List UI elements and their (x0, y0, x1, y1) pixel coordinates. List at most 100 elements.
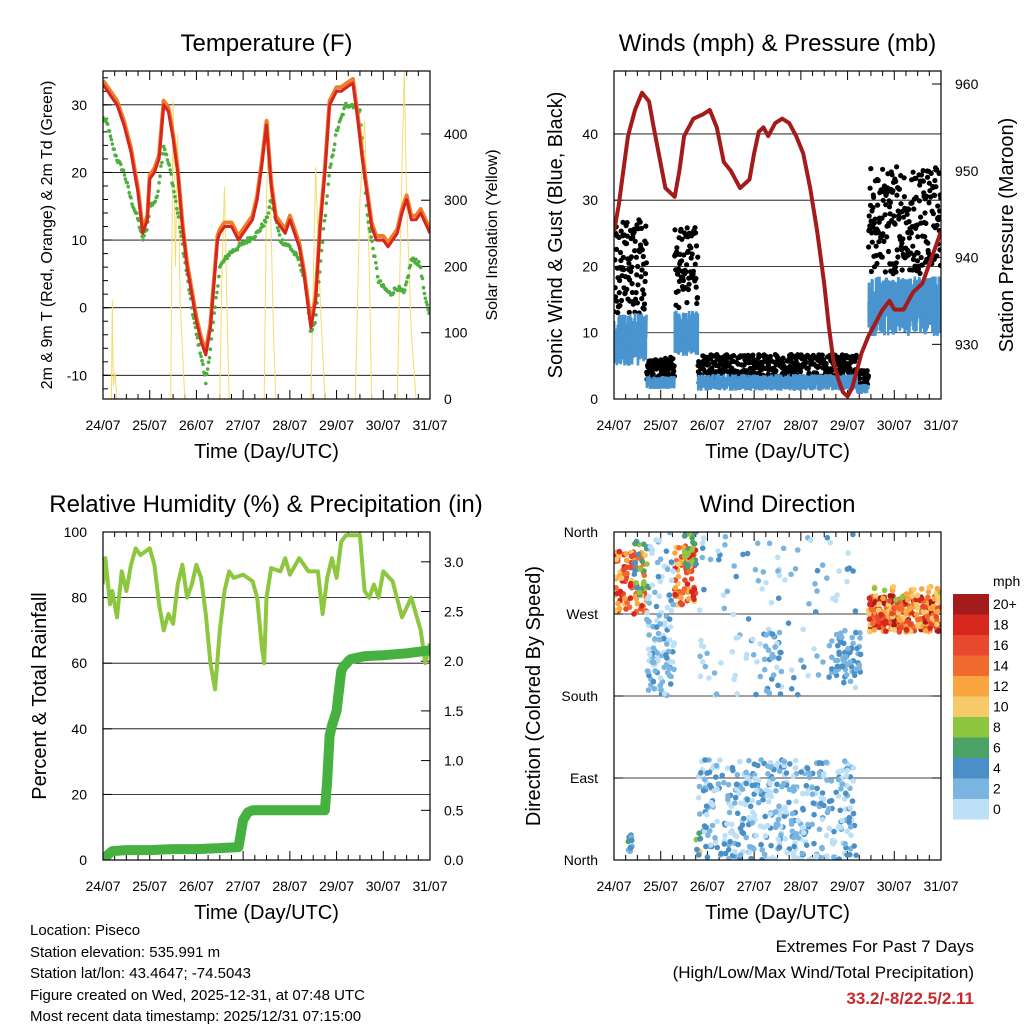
direction-point (628, 595, 634, 601)
direction-point (777, 768, 783, 774)
direction-point (735, 842, 741, 848)
y2-axis-label: Solar Insolation (Yellow) (484, 149, 501, 320)
direction-point (853, 853, 859, 859)
direction-point (706, 675, 712, 681)
dewpoint-point (407, 274, 411, 278)
dewpoint-point (209, 347, 213, 351)
gust-point (756, 352, 761, 357)
dewpoint-point (198, 351, 202, 355)
direction-point (672, 592, 678, 598)
x-tick-label: 24/07 (596, 878, 631, 894)
gust-point (630, 281, 635, 286)
pressure-line (614, 93, 941, 397)
x-tick-label: 31/07 (412, 878, 447, 894)
direction-point (813, 609, 819, 615)
y2-tick-label: 950 (955, 163, 979, 179)
direction-point (826, 674, 832, 680)
y-tick-label: 60 (71, 655, 87, 671)
dewpoint-point (208, 356, 212, 360)
x-tick-label: 25/07 (132, 417, 167, 433)
dewpoint-point (108, 129, 112, 133)
direction-point (733, 574, 739, 580)
dewpoint-point (214, 296, 218, 300)
gust-point (911, 170, 916, 175)
direction-point (827, 799, 833, 805)
humidity-line (103, 535, 430, 689)
gust-point (635, 264, 640, 269)
direction-point (664, 548, 670, 554)
direction-point (765, 771, 771, 777)
y2-tick-label: 0.0 (444, 852, 464, 868)
direction-point (804, 842, 810, 848)
direction-point (853, 630, 859, 636)
plot-area (611, 93, 943, 397)
direction-point (839, 818, 845, 824)
direction-point (798, 769, 804, 775)
direction-point (710, 823, 716, 829)
direction-point (645, 669, 651, 675)
dewpoint-point (379, 279, 383, 283)
dewpoint-point (154, 200, 158, 204)
direction-point (850, 798, 856, 804)
dewpoint-point (106, 122, 110, 126)
direction-point (745, 551, 751, 557)
direction-point (657, 593, 663, 599)
dewpoint-point (204, 382, 208, 386)
direction-point (808, 538, 814, 544)
direction-point (779, 669, 785, 675)
direction-point (701, 535, 707, 541)
direction-point (711, 788, 717, 794)
direction-point (777, 573, 783, 579)
direction-point (646, 687, 652, 693)
direction-point (714, 763, 720, 769)
direction-point (847, 660, 853, 666)
direction-point (646, 646, 652, 652)
gust-point (641, 292, 646, 297)
x-tick-label: 28/07 (783, 417, 818, 433)
direction-point (842, 758, 848, 764)
direction-point (833, 669, 839, 675)
dewpoint-point (122, 169, 126, 173)
direction-point (775, 822, 781, 828)
gust-point (871, 195, 876, 200)
gust-point (893, 269, 898, 274)
direction-point (768, 764, 774, 770)
direction-point (667, 616, 673, 622)
direction-point (844, 579, 850, 585)
direction-point (753, 692, 759, 698)
direction-point (648, 544, 654, 550)
direction-point (618, 589, 624, 595)
direction-point (826, 826, 832, 832)
direction-point (825, 535, 831, 541)
gust-point (644, 260, 649, 265)
gust-point (894, 193, 899, 198)
gust-point (898, 201, 903, 206)
direction-point (669, 559, 675, 565)
direction-point (795, 547, 801, 553)
direction-point (831, 854, 837, 860)
direction-point (820, 817, 826, 823)
direction-point (754, 659, 760, 665)
direction-point (631, 611, 637, 617)
gust-point (907, 235, 912, 240)
dewpoint-point (200, 359, 204, 363)
gust-point (634, 290, 639, 295)
direction-point (752, 761, 758, 767)
direction-point (775, 760, 781, 766)
gust-point (933, 184, 938, 189)
direction-point (750, 845, 756, 851)
direction-point (694, 847, 700, 853)
plot-area (101, 71, 432, 399)
y-tick-label: 10 (71, 232, 87, 248)
gust-point (629, 254, 634, 259)
gust-point (643, 224, 648, 229)
gust-point (820, 353, 825, 358)
y2-tick-label: 2.5 (444, 604, 464, 620)
direction-point (853, 608, 859, 614)
direction-point (722, 833, 728, 839)
x-tick-label: 24/07 (85, 878, 120, 894)
direction-point (619, 575, 625, 581)
direction-point (800, 791, 806, 797)
gust-point (874, 244, 879, 249)
gust-point (911, 206, 916, 211)
